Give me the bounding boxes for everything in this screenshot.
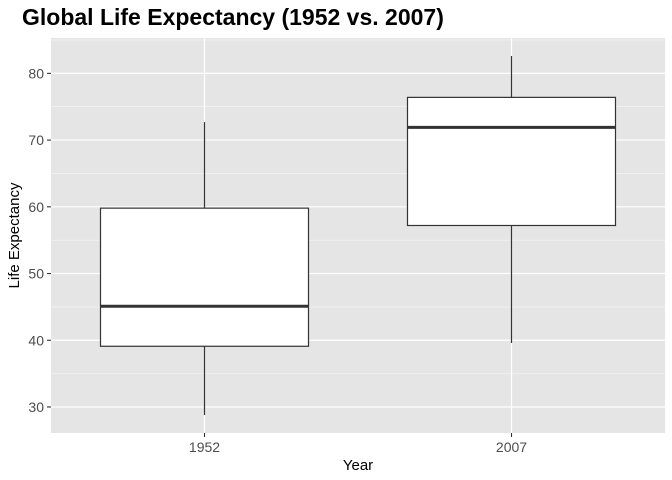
grid-lines bbox=[51, 38, 665, 433]
y-tick-label: 40 bbox=[28, 332, 44, 348]
y-tick-label: 50 bbox=[28, 266, 44, 282]
x-tick-label: 1952 bbox=[189, 439, 220, 455]
iqr-box bbox=[406, 96, 617, 227]
iqr-box bbox=[99, 207, 310, 347]
x-axis-title: Year bbox=[343, 457, 373, 474]
y-tick-label: 30 bbox=[28, 399, 44, 415]
y-axis-title: Life Expectancy bbox=[6, 182, 23, 288]
y-tick-label: 70 bbox=[28, 132, 44, 148]
axes: 30 40 50 60 70 80 1952 2007 bbox=[28, 65, 527, 455]
y-tick-label: 60 bbox=[28, 199, 44, 215]
box-layer bbox=[99, 56, 617, 415]
box-2007 bbox=[406, 56, 617, 343]
x-tick-label: 2007 bbox=[496, 439, 527, 455]
chart-title: Global Life Expectancy (1952 vs. 2007) bbox=[22, 4, 444, 30]
box-1952 bbox=[99, 122, 310, 415]
y-tick-label: 80 bbox=[28, 65, 44, 81]
